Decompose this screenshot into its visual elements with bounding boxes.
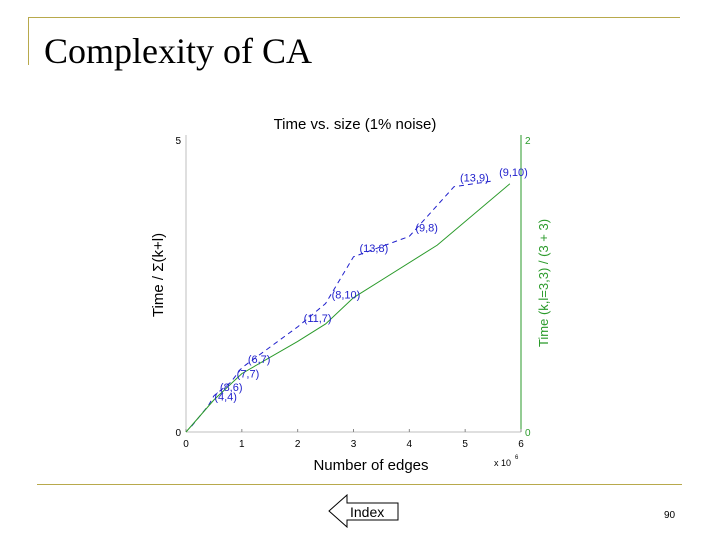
point-label: (9,8) [415,222,438,234]
x-tick-label: 4 [407,439,413,450]
x-tick-label: 5 [462,439,468,450]
x-multiplier-base: x 10 [494,458,511,468]
y2-axis-label: Time (k,l=3,3) / (3 + 3) [536,219,551,347]
x-tick-label: 0 [183,439,189,450]
green-series-line [185,183,511,433]
x-axis-label: Number of edges [313,457,428,474]
x-ticks: 0 1 2 3 4 5 6 [183,429,524,450]
x-tick-label: 6 [518,439,524,450]
y2-tick-label: 2 [525,136,531,147]
x-tick-label: 3 [351,439,357,450]
slide-title: Complexity of CA [44,31,312,71]
top-rule [28,17,680,18]
point-label: (13,9) [460,173,489,185]
x-tick-label: 1 [239,439,245,450]
page-number: 90 [664,510,676,521]
y-tick-label: 5 [175,136,181,147]
y-axis-label: Time / Σ(k+l) [150,233,167,317]
chart: Time vs. size (1% noise) Time / Σ(k+l) T… [150,116,551,474]
y2-ticks: 02 [525,136,531,439]
series-lines [185,180,511,433]
x-tick-label: 2 [295,439,301,450]
y-tick-label: 0 [175,428,181,439]
point-label: (6,7) [248,354,271,366]
point-label: (7,7) [237,368,260,380]
x-multiplier: x 10 6 [494,455,519,468]
point-label: (8,6) [220,382,243,394]
left-rule [28,17,29,65]
point-label: (4,4) [214,392,237,404]
point-labels: (4,4)(8,6) (7,7) (6,7) (11,7)(8,10) (13,8) (9… [214,167,528,404]
x-multiplier-exponent: 6 [515,455,519,461]
point-label: (13,8) [360,243,389,255]
y-ticks: 05 [175,136,181,439]
y2-tick-label: 0 [525,428,531,439]
bottom-rule [37,484,682,485]
point-label: (9,10) [499,167,528,179]
point-label: (8,10) [332,290,361,302]
point-label: (11,7) [304,313,332,325]
index-button[interactable]: Index [328,494,400,528]
left-arrow-icon [328,494,399,528]
index-button-label: Index [350,504,385,520]
chart-title: Time vs. size (1% noise) [274,116,437,133]
blue-series-line [191,180,494,427]
